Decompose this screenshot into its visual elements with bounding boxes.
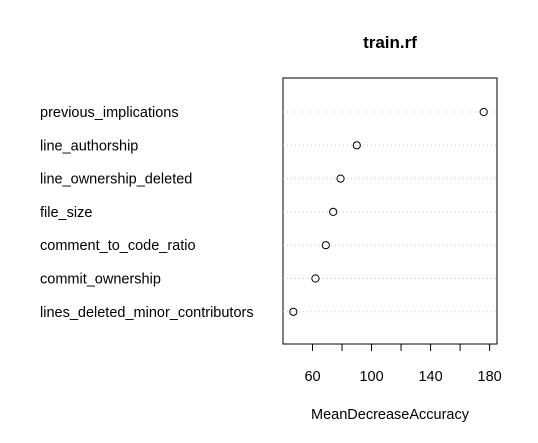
x-tick-label: 140	[418, 369, 442, 385]
category-label: previous_implications	[40, 105, 179, 121]
x-axis-label: MeanDecreaseAccuracy	[311, 407, 470, 423]
category-label: commit_ownership	[40, 272, 161, 288]
data-point	[321, 241, 330, 250]
data-point	[329, 207, 338, 216]
plot-frame	[282, 77, 498, 345]
category-label: line_authorship	[40, 138, 138, 154]
data-points	[289, 107, 488, 316]
chart-title: train.rf	[363, 33, 417, 52]
category-label: line_ownership_deleted	[40, 172, 192, 188]
x-tick-label: 60	[304, 369, 320, 385]
x-tick-label: 100	[359, 369, 383, 385]
category-label: file_size	[40, 205, 92, 221]
x-axis: 60 100 140 180	[304, 343, 502, 385]
data-point	[289, 307, 298, 316]
category-labels: previous_implications line_authorshipline…	[40, 105, 254, 321]
category-label: lines_deleted_minor_contributors	[40, 305, 254, 321]
data-point	[479, 107, 488, 117]
category-label: comment_to_code_ratio	[40, 238, 196, 254]
x-tick-label: 180	[478, 369, 502, 385]
data-point	[311, 274, 320, 283]
data-point	[336, 174, 345, 183]
data-point	[352, 141, 361, 150]
